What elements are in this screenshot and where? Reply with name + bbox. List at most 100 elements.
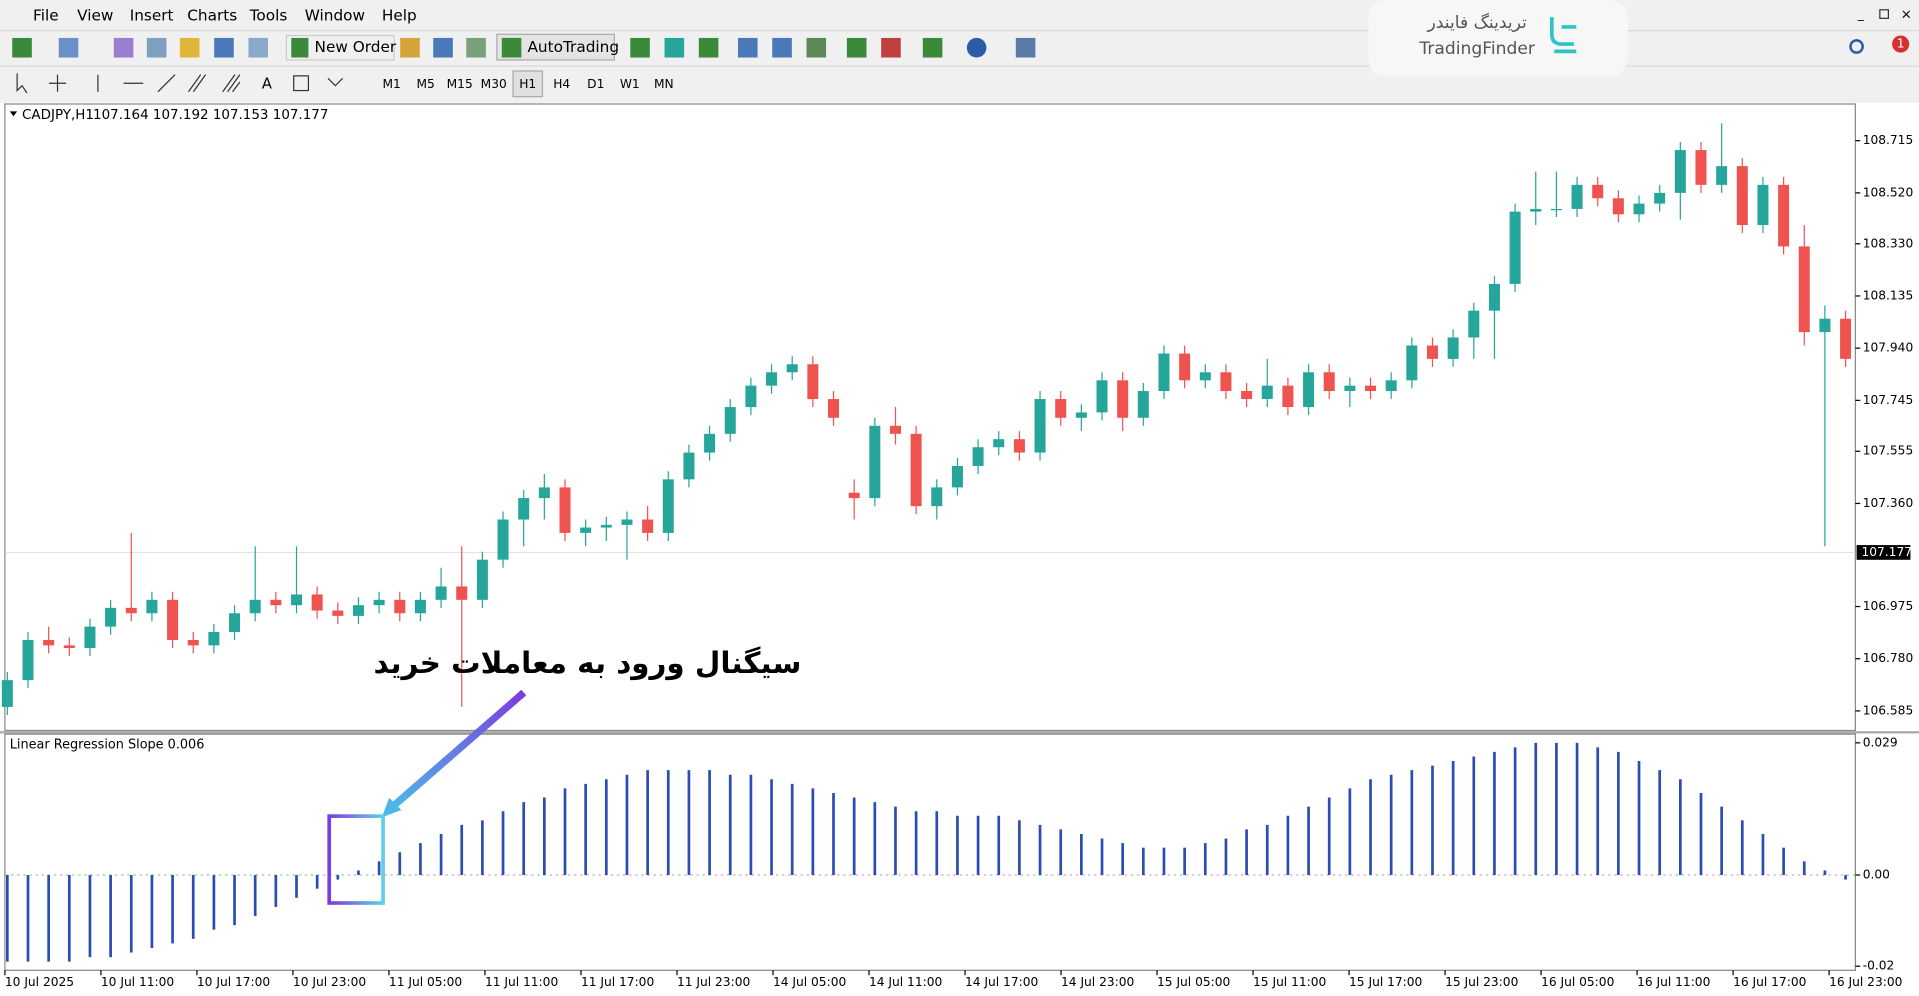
x-tick-label: 16 Jul 17:00 [1733,975,1806,989]
tool-icon[interactable] [157,74,176,93]
candle-body [1509,211,1521,284]
x-tick-label: 15 Jul 23:00 [1445,975,1518,989]
tool-icon[interactable] [214,37,234,58]
candle-body [724,407,736,434]
x-tick-label: 14 Jul 05:00 [773,975,846,989]
window-button[interactable] [1879,9,1890,19]
tool-icon[interactable] [222,74,241,93]
candle-body [167,599,179,640]
tool-icon[interactable] [1015,37,1036,58]
toolbar-main: New Order AutoTrading [12,33,1036,61]
menu-item[interactable]: Window [305,6,365,24]
y-tick-label: 107.745 [1863,393,1914,407]
y-tick-label: 108.330 [1863,236,1914,250]
candle-body [683,452,695,480]
candle-body [1075,412,1087,418]
timeframe[interactable]: M1 [382,77,400,91]
candle-body [476,559,488,600]
x-tick-label: 10 Jul 17:00 [197,975,270,989]
collapse-arrow[interactable] [9,111,18,117]
tool-icon[interactable] [966,37,987,58]
candle-body [270,599,282,606]
x-tick-label: 11 Jul 05:00 [389,975,462,989]
candle-body [1,680,13,707]
timeframe[interactable]: M15 [447,77,473,91]
ohlc: 107.164 107.192 107.153 107.177 [93,108,328,123]
candle-body [1612,198,1624,215]
tool-icon[interactable] [922,37,943,58]
candle-body [63,645,75,649]
tool-icon[interactable] [630,37,650,58]
menu-item[interactable]: Tools [249,6,288,24]
timeframe[interactable]: MN [654,77,674,91]
tool-icon[interactable] [113,37,134,58]
search-icon[interactable] [1849,39,1864,54]
menu-item[interactable]: Insert [130,6,174,24]
tool-icon[interactable] [327,77,344,87]
y-tick-label: 108.135 [1863,288,1914,302]
timeframe[interactable]: M30 [481,77,507,91]
tool-icon[interactable] [466,37,486,58]
menu-item[interactable]: View [77,6,113,24]
candle-body [1592,184,1604,199]
timeframe[interactable]: H4 [553,77,570,91]
tool-icon[interactable] [293,75,310,92]
tool-icon[interactable] [772,37,792,58]
tool-icon[interactable] [58,37,79,58]
tool-icon[interactable] [179,37,200,58]
tool-icon[interactable] [400,37,420,58]
candle-body [1096,380,1108,413]
candle-body [662,479,674,533]
candle-body [1736,166,1748,226]
tool-icon[interactable] [846,37,867,58]
tool-icon[interactable] [433,37,453,58]
candle-body [951,465,963,488]
tool-icon[interactable] [146,37,167,58]
tool-icon[interactable] [48,74,67,92]
timeframe[interactable]: H1 [519,77,536,91]
indicator-title: Linear Regression Slope 0.006 [10,738,205,753]
candle-body [1695,150,1707,185]
tool-icon[interactable] [698,37,719,58]
menu-item[interactable]: Help [382,6,417,24]
candle-body [580,527,592,533]
candle-body [1798,246,1810,333]
menu-bar: File View Insert Charts Tools Window Help [33,6,417,24]
menu-item[interactable]: File [33,6,59,24]
y-tick-label: 106.780 [1863,651,1914,665]
candle-body [1778,184,1790,247]
timeframe[interactable]: D1 [587,77,604,91]
tool-icon[interactable]: A [262,75,272,92]
candle-body [621,519,633,525]
tool-icon[interactable] [12,37,32,58]
tool-icon[interactable] [737,37,758,58]
timeframe[interactable]: M5 [416,77,434,91]
candle-body [559,487,571,533]
tool-icon[interactable] [16,73,28,94]
y-tick-label: 107.940 [1863,341,1914,355]
x-tick-label: 14 Jul 17:00 [965,975,1038,989]
candle-body [187,639,199,646]
current-price-tag [1856,545,1911,560]
candle-body [1757,184,1769,226]
tool-icon[interactable] [187,74,207,93]
x-tick-label: 11 Jul 17:00 [581,975,654,989]
notification-badge[interactable] [1892,35,1910,53]
y-tick-label: 0.029 [1863,735,1898,749]
candle-body [1550,208,1562,211]
timeframe[interactable]: W1 [620,77,640,91]
annotation: سیگنال ورود به معاملات خرید [374,646,802,680]
window-button[interactable]: _ [1857,7,1865,21]
tool-icon[interactable] [806,37,827,58]
tool-icon[interactable] [664,37,685,58]
logo-en: TradingFinder [1418,39,1535,59]
candle-body [1674,150,1686,193]
y-tick-label: 108.715 [1863,133,1914,147]
candle-body [931,487,943,507]
candle-body [1426,345,1438,359]
window-button[interactable]: × [1901,8,1912,23]
candle-body [1654,192,1666,204]
tool-icon[interactable] [248,37,269,58]
tool-icon[interactable] [881,37,901,58]
menu-item[interactable]: Charts [187,6,237,24]
